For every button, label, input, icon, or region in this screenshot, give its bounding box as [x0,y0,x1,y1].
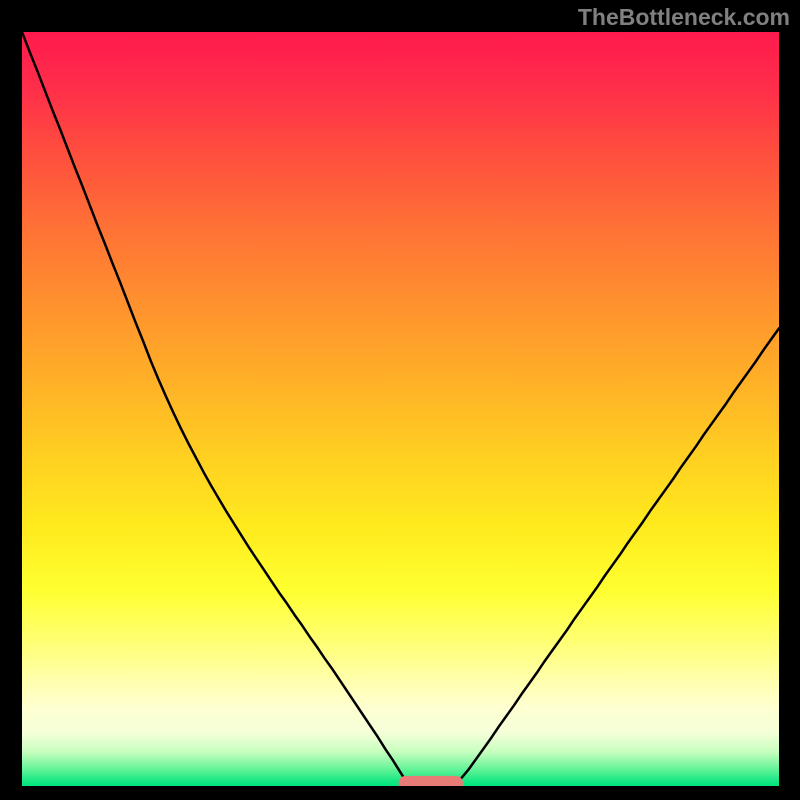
optimal-range-marker [399,776,463,786]
watermark-text: TheBottleneck.com [578,4,790,31]
chart-svg [22,32,779,786]
chart-background [22,32,779,786]
chart-plot-area [22,32,779,786]
